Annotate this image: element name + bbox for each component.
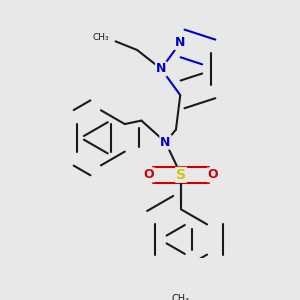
Text: S: S — [176, 168, 186, 182]
Text: CH₃: CH₃ — [172, 294, 190, 300]
Text: O: O — [208, 168, 218, 182]
Text: N: N — [160, 136, 171, 148]
Text: N: N — [175, 36, 185, 49]
Text: O: O — [144, 168, 154, 182]
Text: N: N — [156, 62, 166, 75]
Text: CH₃: CH₃ — [92, 33, 109, 42]
